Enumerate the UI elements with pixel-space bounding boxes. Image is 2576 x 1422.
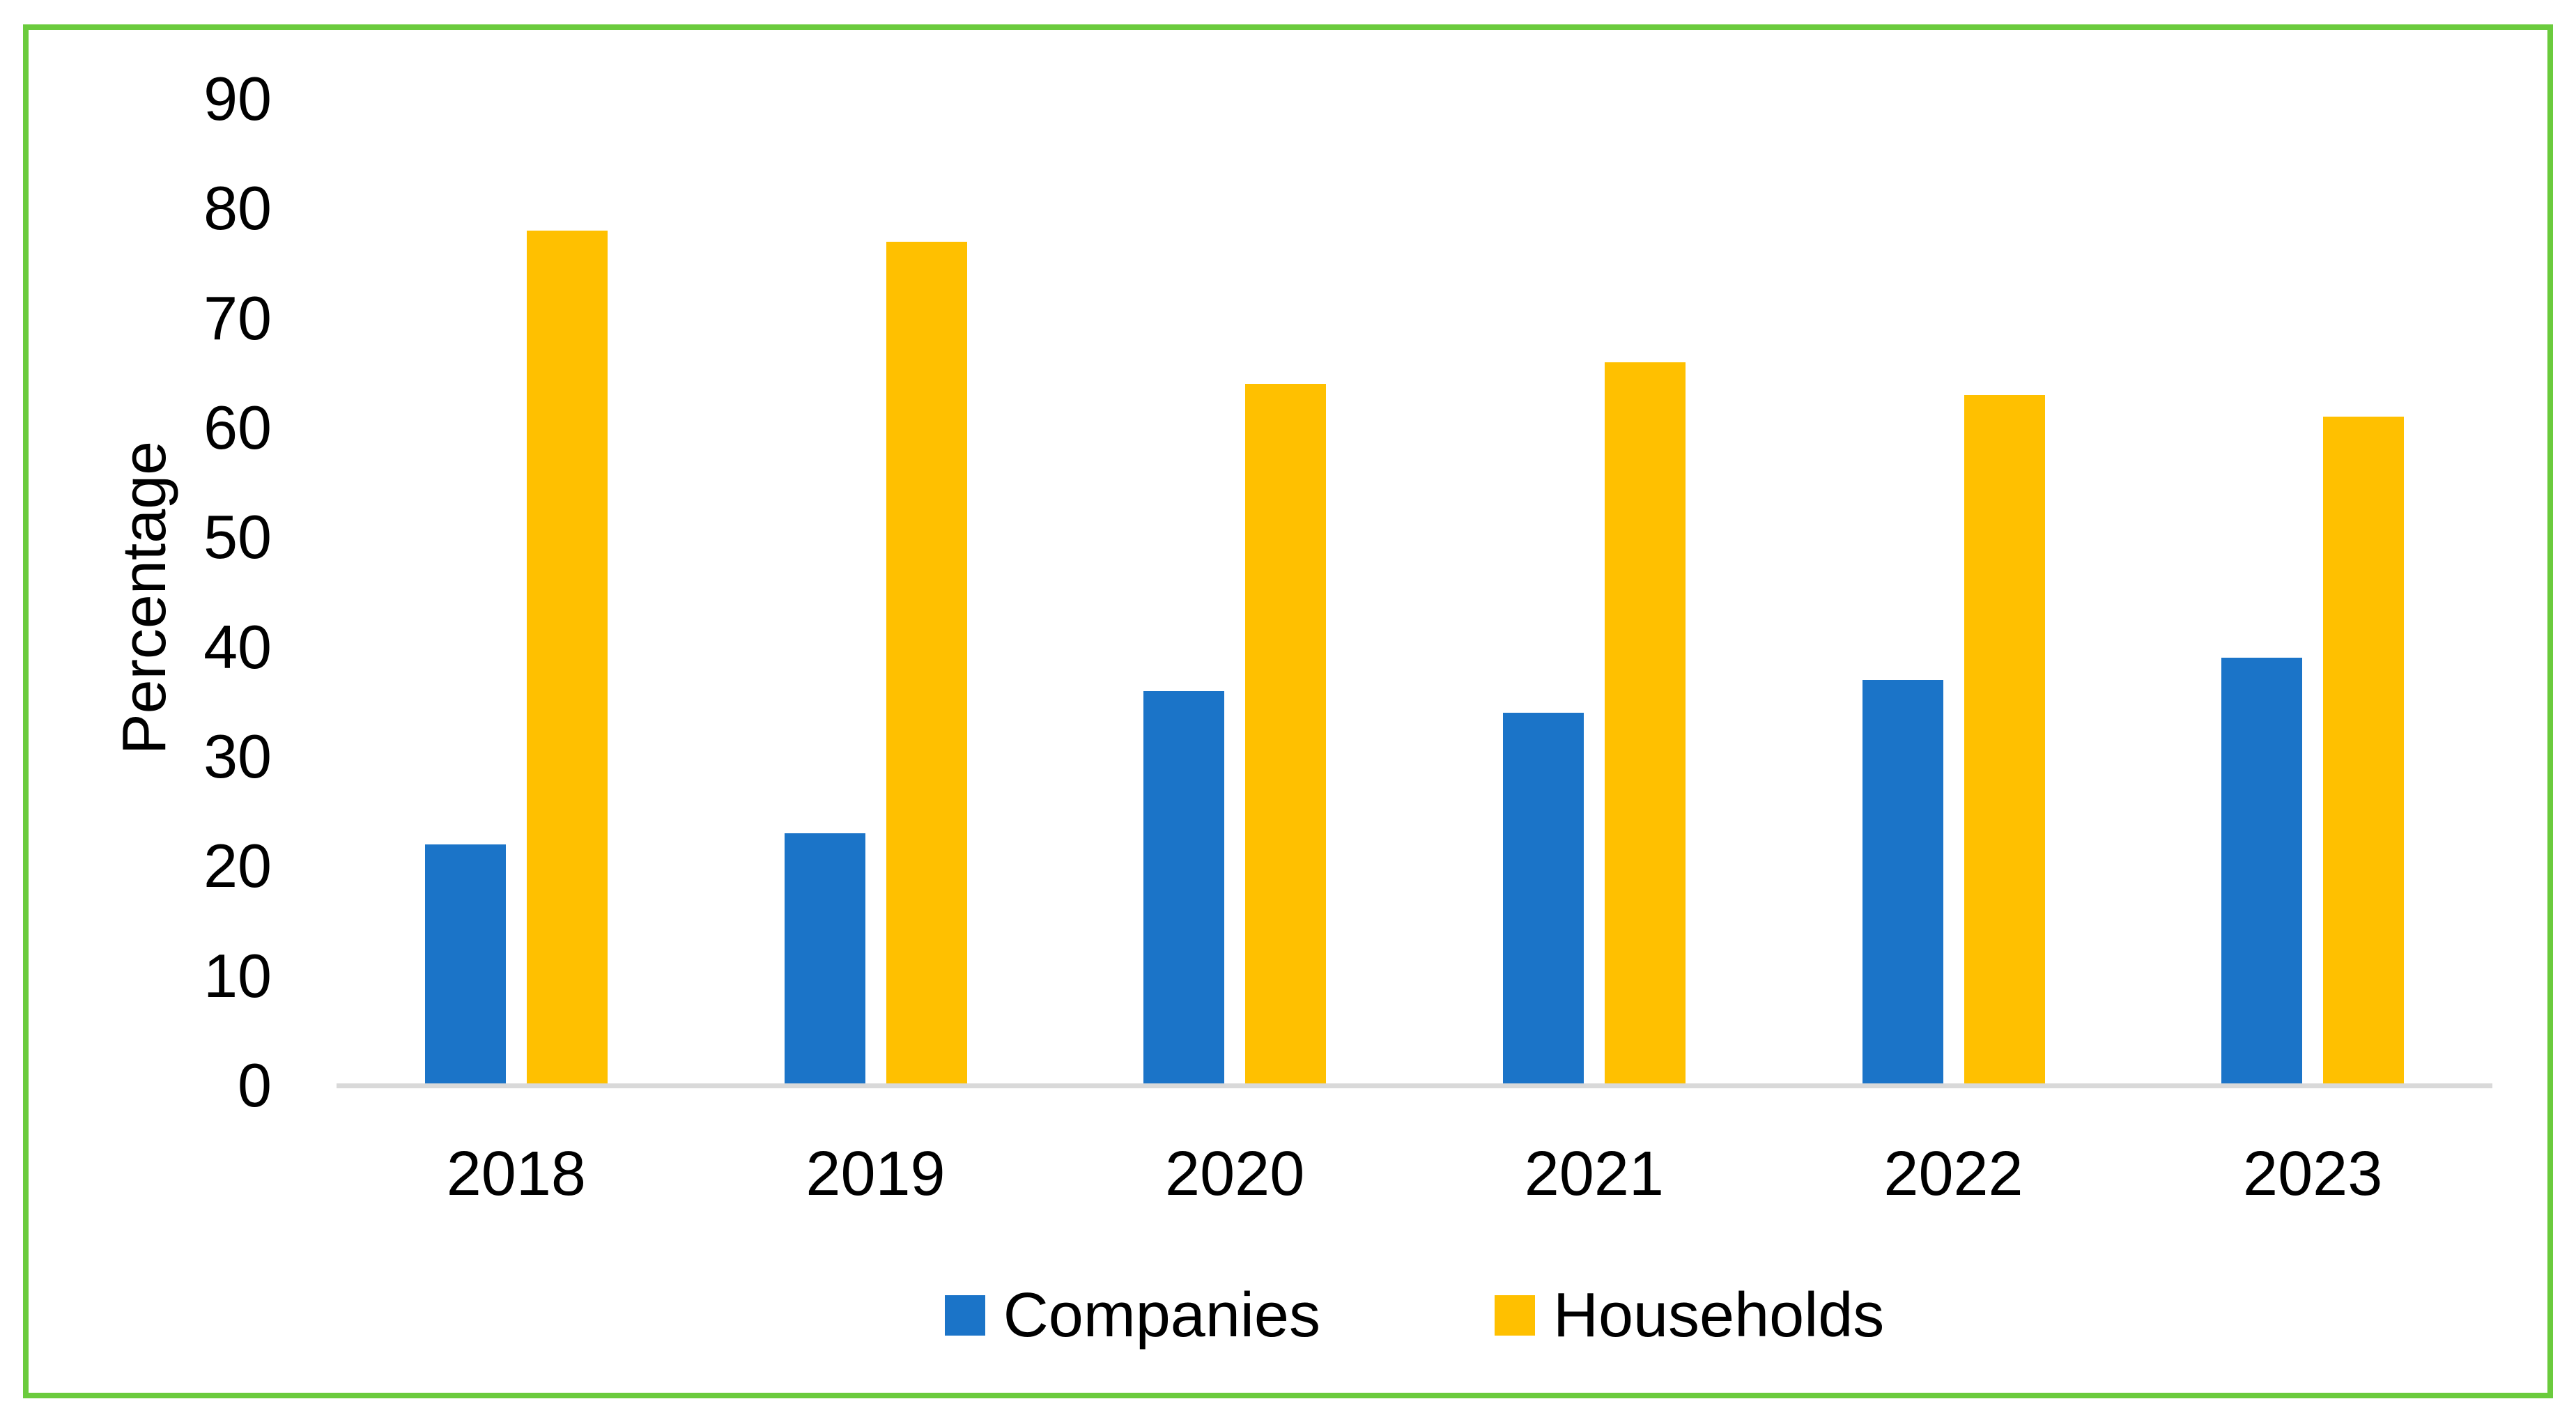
y-tick-label: 10 (203, 941, 272, 1010)
bar-households-2018 (526, 230, 608, 1085)
x-tick-label-2023: 2023 (2243, 1139, 2383, 1209)
companies-swatch-icon (944, 1295, 985, 1336)
y-tick-label: 80 (203, 173, 272, 243)
legend: Companies Households (337, 1281, 2492, 1350)
x-tick-label-2022: 2022 (1883, 1139, 2023, 1209)
y-tick-label: 50 (203, 502, 272, 572)
y-tick-label: 70 (203, 283, 272, 353)
y-tick-label: 30 (203, 722, 272, 791)
y-tick-label: 90 (203, 64, 272, 134)
bar-households-2021 (1604, 362, 1686, 1085)
x-axis-line (337, 1083, 2492, 1088)
legend-label-households: Households (1552, 1281, 1885, 1350)
bar-households-2020 (1245, 384, 1327, 1085)
x-tick-label-2019: 2019 (805, 1139, 946, 1209)
bar-companies-2018 (424, 844, 506, 1085)
bar-companies-2022 (1862, 679, 1943, 1085)
bar-companies-2021 (1502, 713, 1584, 1085)
y-tick-label: 40 (203, 612, 272, 681)
bar-companies-2019 (784, 833, 865, 1085)
x-tick-label-2021: 2021 (1524, 1139, 1664, 1209)
households-swatch-icon (1494, 1295, 1535, 1336)
bar-companies-2023 (2221, 658, 2303, 1085)
y-tick-label: 20 (203, 831, 272, 901)
plot-area (337, 0, 2492, 1085)
x-tick-label-2020: 2020 (1165, 1139, 1305, 1209)
bar-households-2022 (1964, 394, 2045, 1085)
legend-item-companies: Companies (944, 1281, 1320, 1350)
bar-households-2023 (2323, 417, 2405, 1085)
y-tick-label: 0 (238, 1051, 272, 1120)
x-tick-label-2018: 2018 (446, 1139, 586, 1209)
legend-item-households: Households (1494, 1281, 1885, 1350)
bar-households-2019 (886, 241, 967, 1085)
y-tick-label: 60 (203, 393, 272, 463)
bar-companies-2020 (1143, 690, 1225, 1085)
chart-frame-border (23, 24, 2553, 1398)
legend-label-companies: Companies (1003, 1281, 1320, 1350)
y-axis-tick-labels: 0 10 20 30 40 50 60 70 80 90 (0, 0, 272, 1422)
